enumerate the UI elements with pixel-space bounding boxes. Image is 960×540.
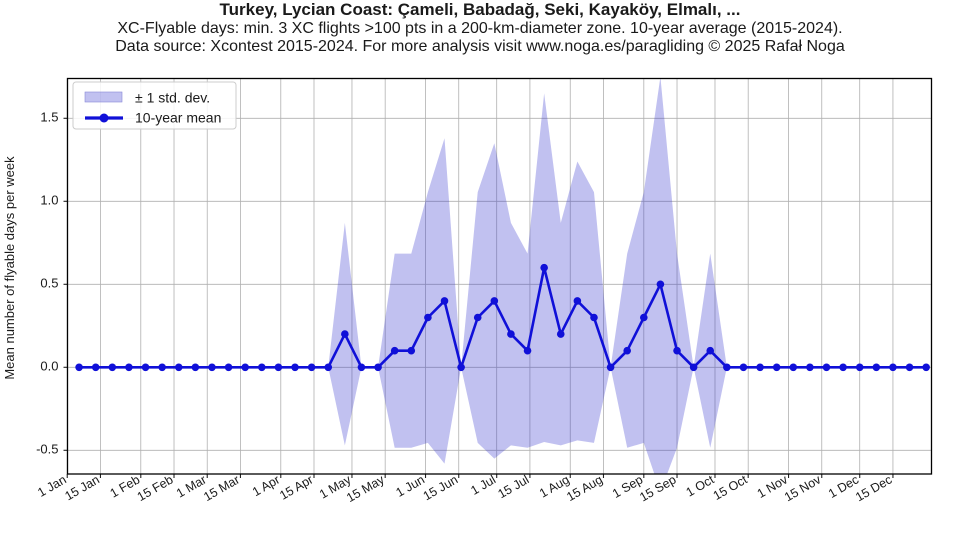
- svg-text:0.0: 0.0: [40, 359, 58, 374]
- svg-text:15 Jan: 15 Jan: [62, 472, 102, 503]
- svg-text:15 Jun: 15 Jun: [421, 472, 461, 503]
- svg-text:1 Jan: 1 Jan: [35, 472, 69, 499]
- svg-text:15 Oct: 15 Oct: [711, 472, 750, 503]
- svg-text:1 Apr: 1 Apr: [250, 472, 282, 499]
- svg-text:1 Jun: 1 Jun: [394, 472, 428, 499]
- svg-text:1 Oct: 1 Oct: [684, 472, 717, 499]
- svg-text:0.5: 0.5: [40, 276, 58, 291]
- svg-text:1 Jul: 1 Jul: [468, 472, 498, 497]
- svg-text:1.5: 1.5: [40, 110, 58, 125]
- svg-text:± 1 std. dev.: ± 1 std. dev.: [135, 90, 210, 106]
- svg-text:15 Jul: 15 Jul: [496, 472, 532, 501]
- svg-text:15 Apr: 15 Apr: [277, 472, 315, 502]
- svg-text:10-year mean: 10-year mean: [135, 110, 221, 126]
- svg-text:15 May: 15 May: [344, 472, 387, 505]
- svg-text:-0.5: -0.5: [36, 442, 58, 457]
- svg-text:1.0: 1.0: [40, 193, 58, 208]
